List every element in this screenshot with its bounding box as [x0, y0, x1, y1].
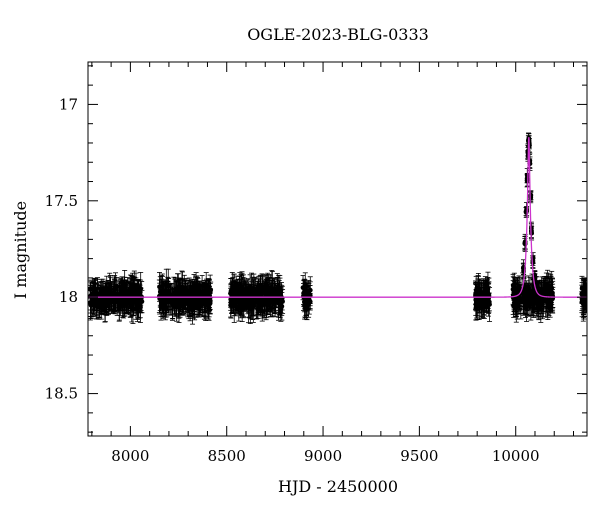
data-point: [190, 299, 195, 305]
data-point: [265, 301, 271, 307]
data-point: [201, 289, 207, 294]
data-point: [267, 290, 273, 296]
y-tick-label: 17.5: [45, 192, 78, 210]
x-tick-label: 8500: [208, 447, 246, 465]
y-axis-label: I magnitude: [11, 201, 30, 299]
data-point: [481, 296, 487, 302]
data-point: [165, 291, 171, 297]
data-point: [176, 294, 182, 299]
data-point: [524, 295, 530, 300]
y-tick-label: 17: [59, 95, 78, 113]
data-point: [129, 297, 135, 303]
data-point: [264, 288, 270, 293]
x-tick-label: 10000: [492, 447, 540, 465]
y-tick-label: 18: [59, 288, 78, 306]
data-point: [174, 300, 180, 306]
plot-area: 8000 8500 9000 9500 10000 17 17.5 18 18.5: [45, 61, 588, 465]
data-point: [256, 284, 262, 290]
data-point: [130, 306, 136, 312]
data-point: [233, 290, 239, 296]
model-curve: [88, 137, 587, 298]
data-point: [242, 298, 248, 303]
data-point: [229, 297, 234, 303]
x-axis-label: HJD - 2450000: [278, 477, 398, 496]
data-points: [88, 132, 587, 325]
data-point: [277, 299, 283, 305]
data-point: [207, 289, 213, 295]
x-tick-label: 9000: [304, 447, 342, 465]
data-point: [518, 296, 524, 302]
y-tick-label: 18.5: [45, 385, 78, 403]
data-point: [300, 285, 306, 291]
chart-title: OGLE-2023-BLG-0333: [247, 25, 429, 44]
data-point: [136, 290, 142, 295]
data-point: [548, 291, 554, 297]
data-point: [244, 289, 250, 295]
data-point: [237, 288, 243, 294]
data-point: [229, 286, 235, 292]
data-point: [195, 292, 200, 298]
x-tick-label: 9500: [400, 447, 438, 465]
data-point: [92, 292, 98, 297]
data-point: [539, 290, 545, 296]
plot-frame: [87, 61, 588, 437]
data-point: [170, 302, 175, 308]
data-point: [249, 297, 255, 303]
data-point: [527, 297, 533, 303]
data-point: [536, 297, 542, 302]
x-tick-label: 8000: [111, 447, 149, 465]
data-point: [172, 293, 178, 299]
data-point: [579, 286, 585, 291]
data-point: [118, 290, 124, 296]
data-point: [106, 290, 111, 296]
data-point: [251, 290, 256, 296]
data-point: [302, 303, 307, 309]
data-point: [179, 289, 185, 295]
data-point: [514, 303, 519, 309]
data-point: [476, 290, 481, 296]
data-point: [532, 295, 538, 301]
data-point: [161, 302, 167, 308]
data-point: [275, 287, 281, 292]
data-point: [111, 287, 117, 292]
